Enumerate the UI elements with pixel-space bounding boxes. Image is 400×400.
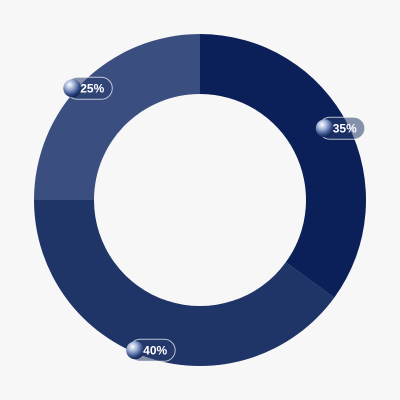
donut-segment — [200, 34, 366, 298]
label-orb — [315, 119, 334, 138]
data-label-text: 25% — [80, 81, 104, 95]
data-label-text: 40% — [143, 343, 167, 357]
data-label-text: 35% — [333, 121, 357, 135]
donut-segment — [34, 200, 335, 366]
donut-segment — [34, 34, 200, 200]
data-label: 25% — [63, 76, 113, 100]
data-label: 40% — [126, 338, 176, 362]
data-labels: 35% 40% 25% — [63, 76, 366, 362]
label-orb — [63, 79, 82, 98]
label-orb — [126, 341, 145, 360]
data-label: 35% — [315, 116, 366, 140]
donut — [34, 34, 366, 366]
